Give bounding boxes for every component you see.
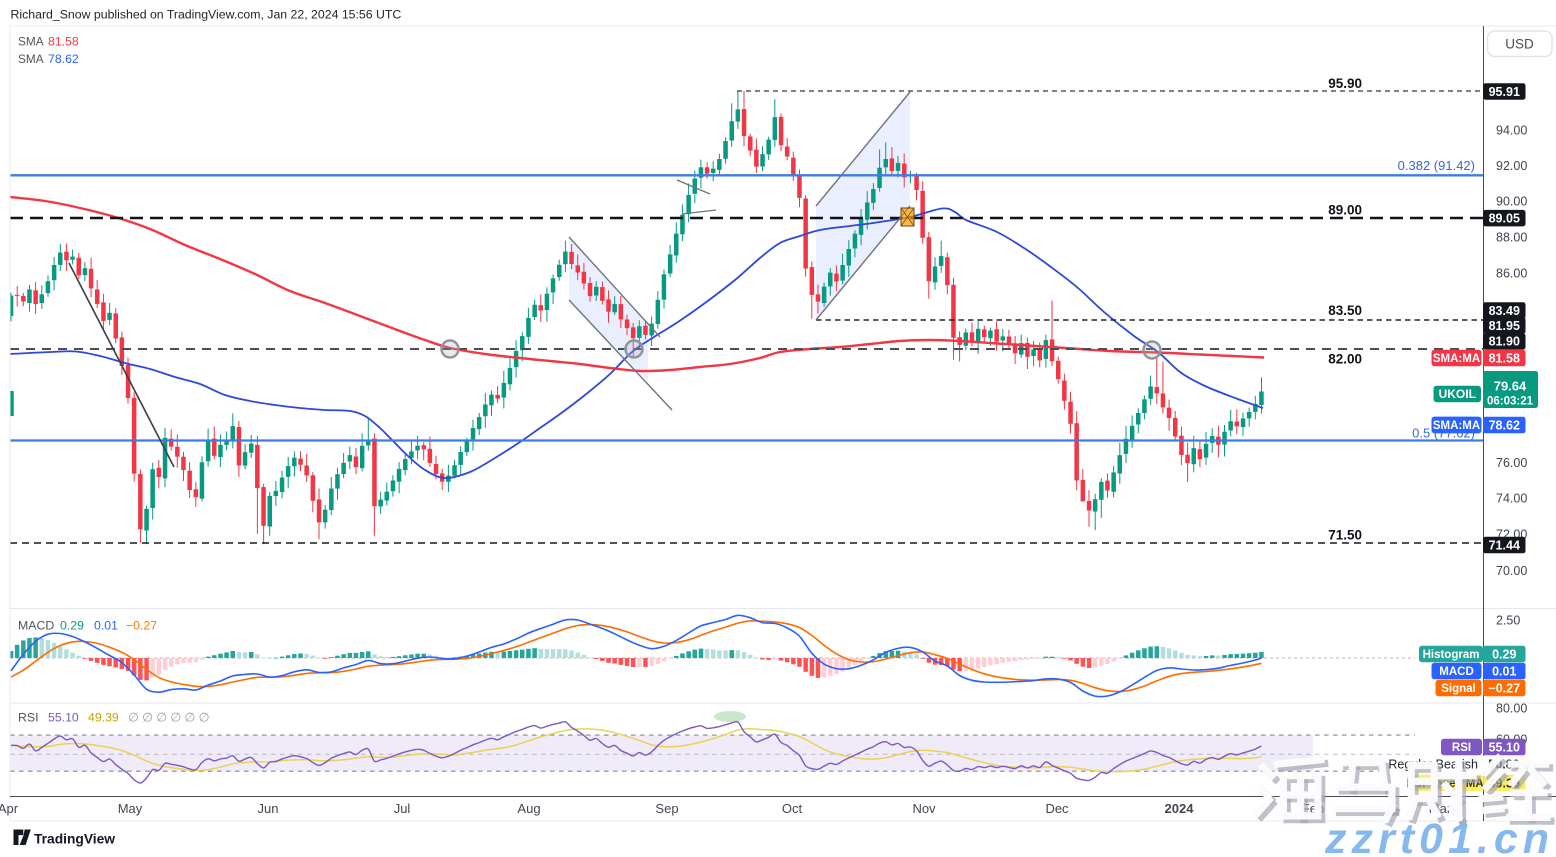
svg-text:zzrt01.cn: zzrt01.cn	[1324, 815, 1554, 857]
svg-text:81.58: 81.58	[48, 35, 79, 49]
svg-text:2.50: 2.50	[1496, 614, 1520, 628]
svg-text:0.29: 0.29	[1492, 647, 1516, 661]
svg-text:Nov: Nov	[912, 801, 936, 816]
svg-text:Jul: Jul	[394, 801, 411, 816]
svg-text:UKOIL: UKOIL	[1439, 387, 1476, 401]
svg-text:RSI: RSI	[1452, 742, 1471, 754]
svg-text:MACD: MACD	[18, 619, 54, 633]
svg-text:−0.27: −0.27	[1488, 681, 1520, 695]
svg-text:Richard_Snow published on Trad: Richard_Snow published on TradingView.co…	[11, 8, 402, 22]
svg-text:89.00: 89.00	[1328, 203, 1362, 218]
svg-text:88.00: 88.00	[1496, 231, 1527, 245]
svg-text:92.00: 92.00	[1496, 159, 1527, 173]
svg-text:Jun: Jun	[258, 801, 279, 816]
svg-text:89.05: 89.05	[1489, 212, 1520, 226]
svg-text:81.58: 81.58	[1489, 351, 1520, 365]
svg-text:71.44: 71.44	[1489, 538, 1520, 552]
svg-text:May: May	[118, 801, 143, 816]
svg-text:Apr: Apr	[0, 801, 19, 816]
svg-text:55.10: 55.10	[48, 711, 79, 725]
svg-text:Histogram: Histogram	[1423, 649, 1480, 661]
svg-text:06:03:21: 06:03:21	[1487, 396, 1534, 408]
svg-text:55.10: 55.10	[1489, 740, 1520, 754]
svg-text:78.62: 78.62	[1489, 418, 1520, 432]
svg-text:Oct: Oct	[782, 801, 803, 816]
svg-text:78.62: 78.62	[48, 52, 79, 66]
svg-text:81.95: 81.95	[1489, 319, 1520, 333]
svg-text:TradingView: TradingView	[34, 832, 115, 847]
svg-text:2024: 2024	[1165, 801, 1195, 816]
svg-text:∅ ∅ ∅ ∅ ∅ ∅: ∅ ∅ ∅ ∅ ∅ ∅	[128, 711, 209, 725]
svg-text:76.00: 76.00	[1496, 456, 1527, 470]
svg-text:USD: USD	[1505, 37, 1534, 52]
svg-text:Dec: Dec	[1045, 801, 1069, 816]
svg-text:86.00: 86.00	[1496, 267, 1527, 281]
svg-text:71.50: 71.50	[1328, 528, 1362, 543]
svg-text:SMA:MA: SMA:MA	[1433, 420, 1480, 432]
svg-text:−0.27: −0.27	[126, 619, 157, 633]
svg-text:82.00: 82.00	[1328, 352, 1362, 367]
svg-text:Sep: Sep	[655, 801, 678, 816]
svg-text:0.01: 0.01	[94, 619, 118, 633]
svg-text:80.00: 80.00	[1496, 702, 1527, 716]
svg-text:SMA:MA: SMA:MA	[1433, 353, 1480, 365]
svg-text:Signal: Signal	[1441, 683, 1476, 695]
svg-text:0.29: 0.29	[60, 619, 84, 633]
svg-text:79.64: 79.64	[1494, 379, 1527, 394]
svg-text:95.90: 95.90	[1328, 76, 1362, 91]
svg-text:95.91: 95.91	[1489, 85, 1520, 99]
svg-text:49.39: 49.39	[88, 711, 119, 725]
svg-text:0.382 (91.42): 0.382 (91.42)	[1398, 158, 1475, 173]
svg-text:70.00: 70.00	[1496, 564, 1527, 578]
svg-text:81.90: 81.90	[1489, 335, 1520, 349]
svg-text:RSI: RSI	[18, 711, 39, 725]
svg-text:Aug: Aug	[517, 801, 540, 816]
svg-text:MACD: MACD	[1439, 666, 1474, 678]
svg-text:83.49: 83.49	[1489, 304, 1520, 318]
svg-text:SMA: SMA	[18, 52, 44, 66]
svg-text:SMA: SMA	[18, 35, 44, 49]
svg-text:90.00: 90.00	[1496, 195, 1527, 209]
svg-text:0.01: 0.01	[1492, 664, 1516, 678]
svg-text:74.00: 74.00	[1496, 492, 1527, 506]
svg-text:83.50: 83.50	[1328, 303, 1362, 318]
svg-text:94.00: 94.00	[1496, 124, 1527, 138]
